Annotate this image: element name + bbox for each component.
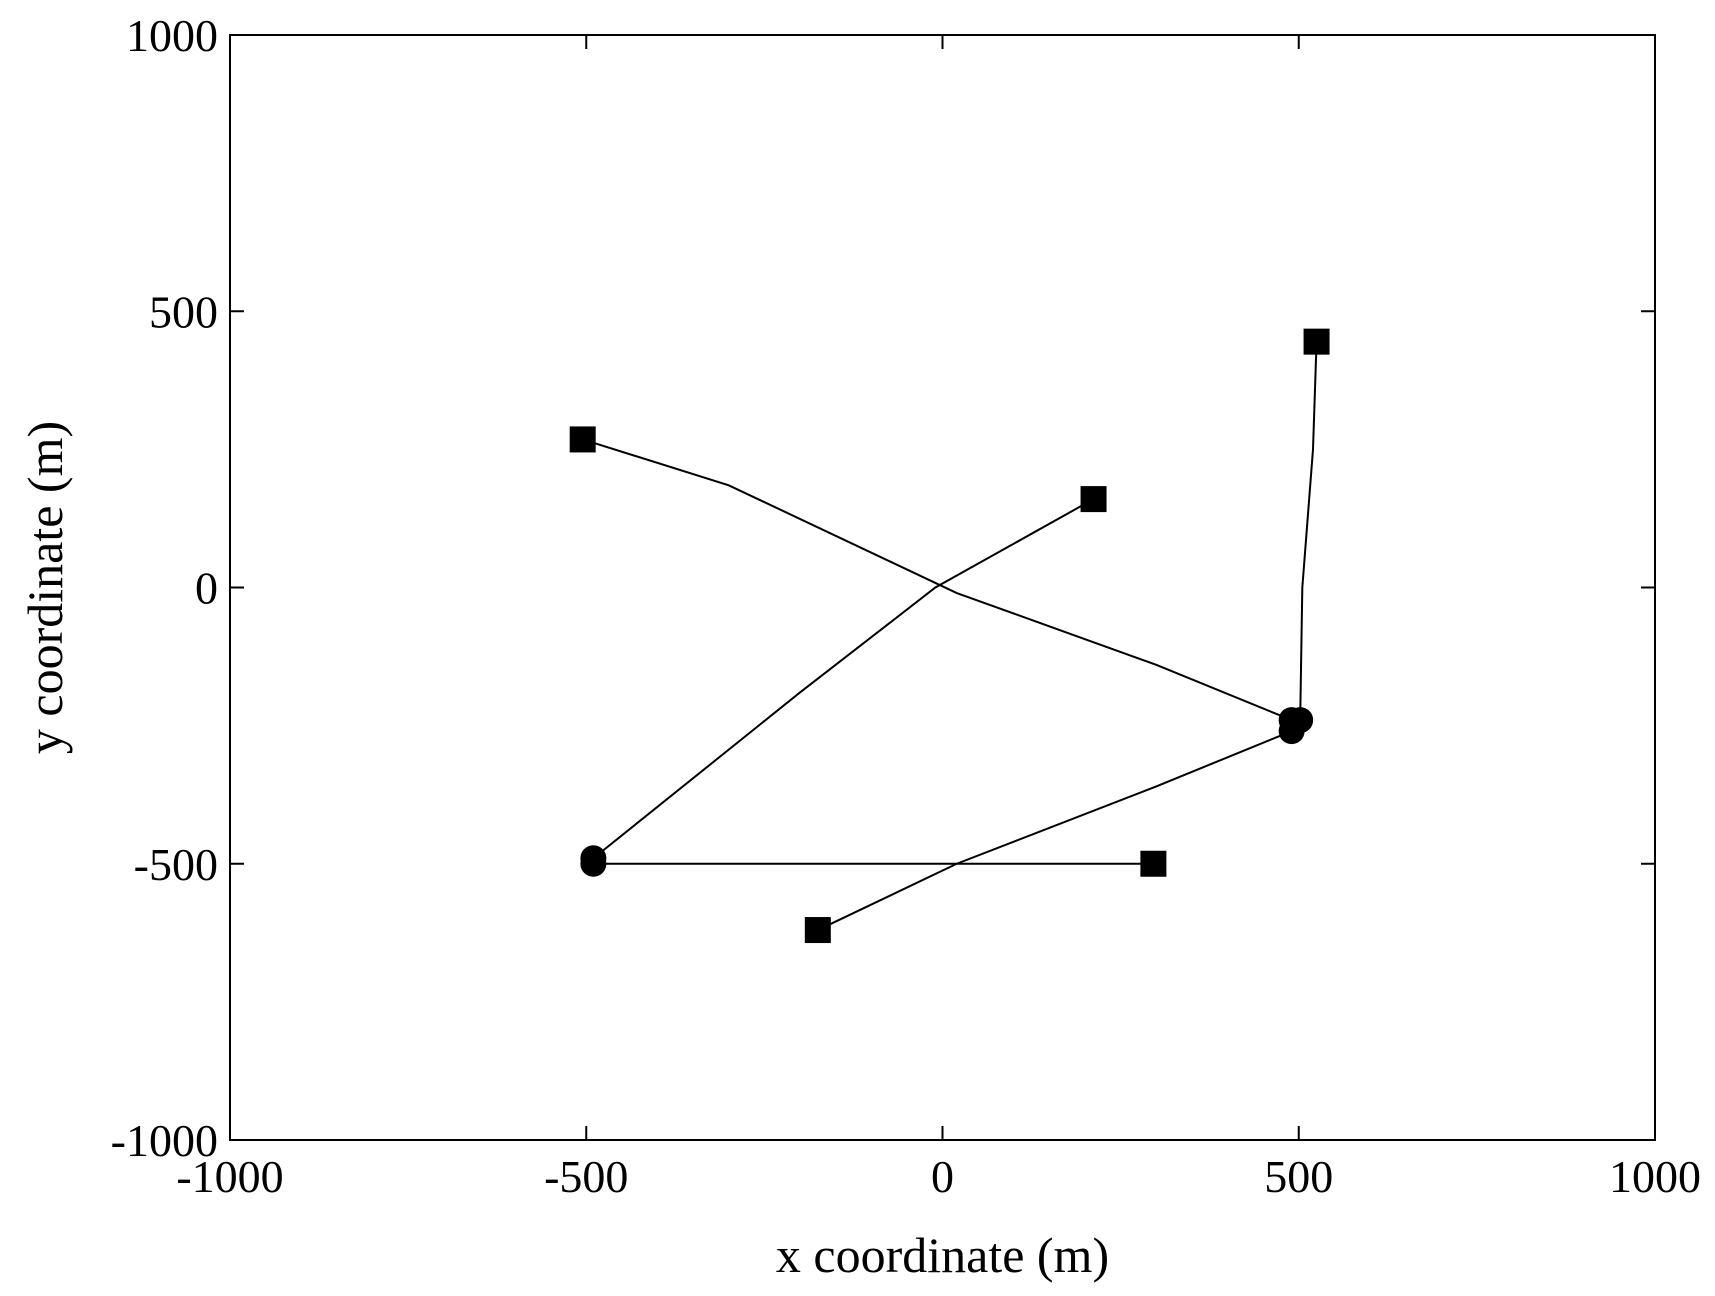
end-marker-5 (1287, 707, 1314, 734)
x-tick-label: 1000 (1609, 1151, 1701, 1202)
x-tick-label: 500 (1264, 1151, 1333, 1202)
y-tick-label: -500 (134, 839, 218, 890)
y-tick-label: -1000 (111, 1115, 218, 1166)
x-axis-title: x coordinate (m) (776, 1227, 1109, 1283)
y-tick-label: 500 (149, 286, 218, 337)
trajectory-line-4 (817, 730, 1293, 931)
x-tick-label: 0 (931, 1151, 954, 1202)
trajectory-line-1 (582, 438, 1293, 722)
trajectories (582, 341, 1318, 931)
trajectory-line-2 (592, 498, 1095, 860)
tick-labels: -1000 -500 0 500 1000 -1000 -500 0 500 1000 (111, 10, 1701, 1202)
y-tick-label: 0 (195, 563, 218, 614)
x-tick-label: -1000 (176, 1151, 283, 1202)
start-marker-4 (804, 917, 831, 944)
x-tick-label: -500 (544, 1151, 628, 1202)
markers (569, 328, 1330, 944)
y-axis-title: y coordinate (m) (17, 421, 73, 754)
y-tick-label: 1000 (126, 10, 218, 61)
axis-ticks (229, 34, 1656, 1141)
start-marker-2 (1080, 486, 1107, 513)
end-marker-3 (580, 850, 607, 877)
plot-border (229, 34, 1656, 1141)
trajectory-line-5 (1299, 341, 1318, 721)
start-marker-1 (569, 426, 596, 453)
start-marker-3 (1140, 850, 1167, 877)
start-marker-5 (1303, 328, 1330, 355)
plot-frame (229, 34, 1656, 1141)
